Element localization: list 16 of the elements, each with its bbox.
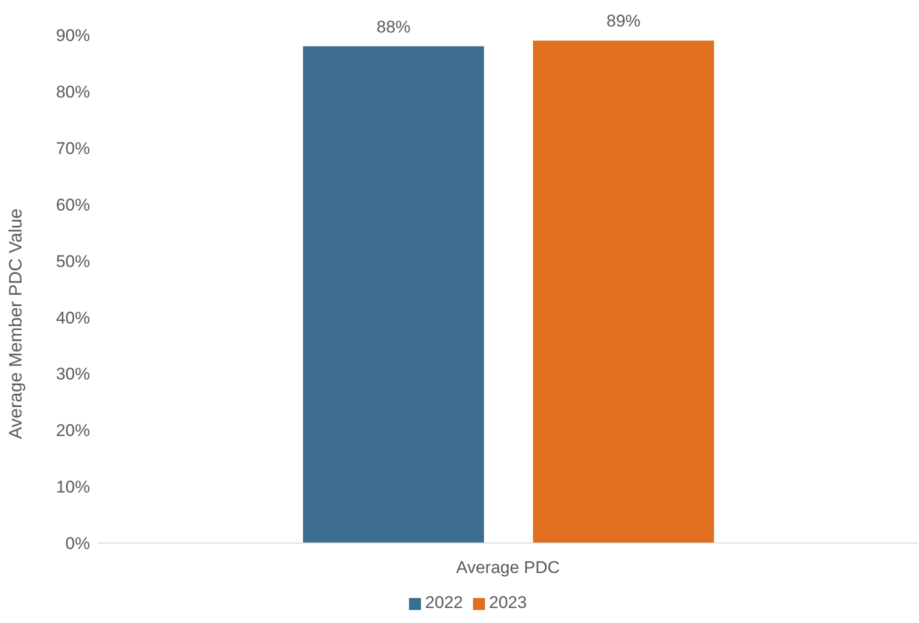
y-tick-label: 20% [56, 421, 90, 440]
legend-label: 2023 [489, 593, 527, 612]
y-tick-label: 30% [56, 364, 90, 384]
y-tick-label: 50% [56, 252, 90, 271]
y-tick-label: 60% [56, 195, 90, 214]
y-tick-label: 90% [56, 26, 90, 46]
y-tick-label: 80% [56, 82, 90, 102]
y-tick-label: 10% [56, 478, 90, 497]
y-tick-label: 70% [56, 138, 90, 158]
data-label: 88% [376, 17, 411, 36]
y-tick-label: 0% [65, 534, 90, 554]
legend-label: 2022 [425, 593, 463, 612]
x-tick-label: Average PDC [456, 558, 560, 578]
y-tick-label: 40% [56, 308, 90, 328]
y-axis-title: Average Member PDC Value [5, 208, 26, 439]
data-label: 89% [606, 12, 641, 31]
